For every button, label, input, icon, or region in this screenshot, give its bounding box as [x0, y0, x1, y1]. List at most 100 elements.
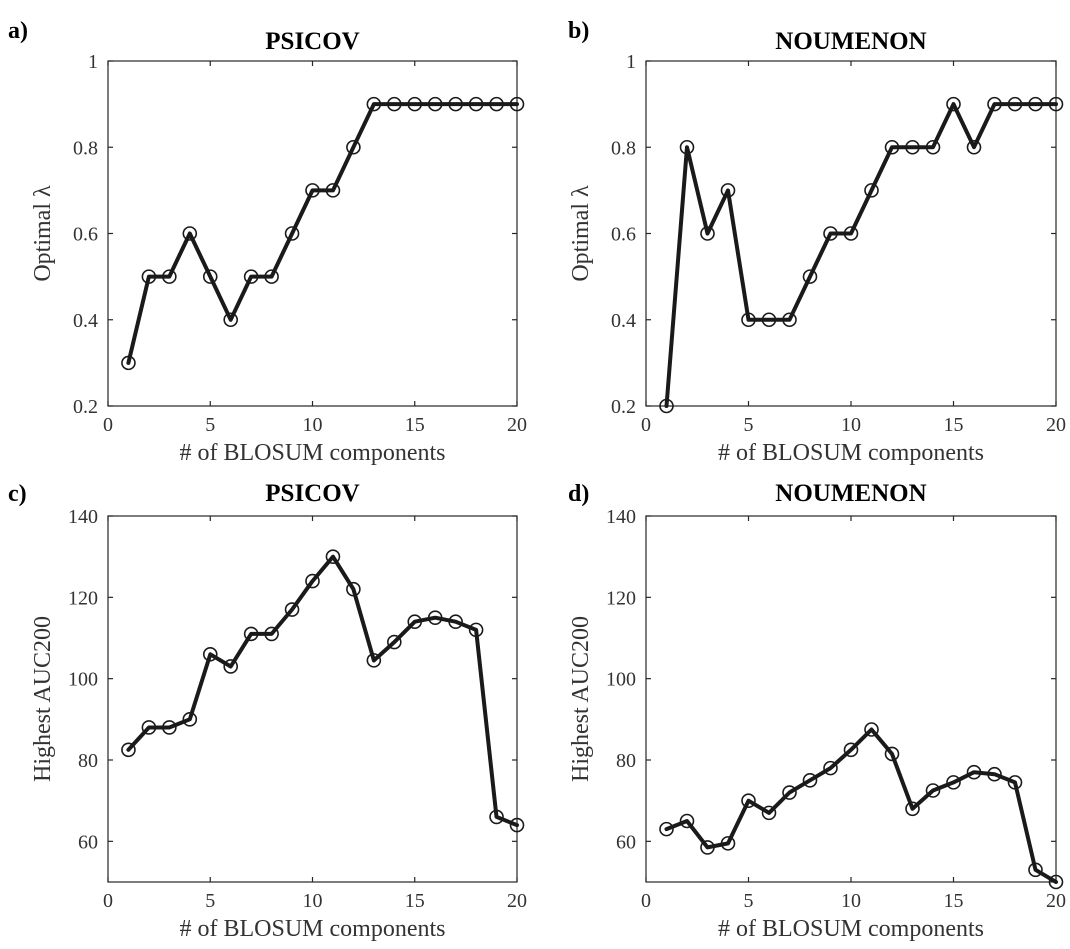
- x-axis-label: # of BLOSUM components: [180, 916, 446, 942]
- data-point: [346, 139, 361, 155]
- data-point: [141, 720, 157, 735]
- y-tick-label: 0.8: [73, 137, 98, 159]
- x-tick-label: 10: [841, 890, 861, 912]
- data-point: [761, 312, 777, 328]
- y-tick-label: 140: [68, 506, 98, 528]
- data-point: [325, 183, 341, 198]
- data-point: [925, 783, 941, 798]
- x-tick-label: 0: [103, 890, 113, 912]
- data-point: [202, 269, 218, 284]
- chart-panel-4: d) NOUMENON 0 5 10 15 20 60 80 100 120 140 # of BLOS…: [568, 480, 1066, 942]
- data-point: [905, 139, 920, 155]
- x-tick-label: 5: [744, 414, 754, 436]
- y-tick-label: 80: [616, 750, 636, 772]
- x-tick-label: 0: [641, 890, 651, 912]
- data-point: [884, 139, 900, 155]
- chart-title: PSICOV: [265, 480, 359, 507]
- data-point: [864, 183, 879, 198]
- data-point: [1048, 874, 1064, 890]
- data-point: [987, 96, 1002, 112]
- data-point: [243, 626, 259, 642]
- data-point: [427, 96, 443, 112]
- y-tick-label: 0.4: [611, 310, 636, 332]
- data-point: [720, 836, 736, 851]
- data-point: [284, 602, 300, 617]
- data-point: [659, 398, 674, 414]
- data-point: [509, 96, 525, 112]
- x-tick-label: 20: [507, 890, 527, 912]
- y-tick-label: 1: [88, 51, 98, 73]
- series-line: [664, 102, 1058, 408]
- y-tick-label: 100: [68, 669, 98, 691]
- x-tick-label: 5: [205, 890, 215, 912]
- data-point: [346, 581, 361, 597]
- y-tick-label: 0.4: [73, 310, 98, 332]
- data-point: [802, 269, 818, 284]
- data-point: [782, 785, 797, 800]
- y-tick-label: 0.2: [73, 396, 98, 418]
- y-axis-label: Highest AUC200: [568, 616, 594, 782]
- data-point: [366, 653, 382, 668]
- data-point: [366, 96, 382, 112]
- data-point: [223, 312, 238, 328]
- data-point: [489, 809, 504, 825]
- y-tick-label: 0.2: [611, 396, 636, 418]
- data-point: [468, 96, 484, 112]
- panel-letter: a): [8, 18, 28, 44]
- y-tick-label: 0.6: [73, 224, 98, 246]
- data-point: [121, 355, 136, 371]
- x-tick-label: 10: [303, 414, 323, 436]
- data-point: [386, 96, 402, 112]
- data-point: [1028, 96, 1043, 112]
- data-point: [966, 139, 982, 155]
- axes-box: [107, 515, 518, 883]
- chart-title: NOUMENON: [775, 28, 926, 55]
- y-tick-label: 140: [606, 506, 636, 528]
- x-tick-label: 15: [405, 414, 425, 436]
- x-axis-label: # of BLOSUM components: [718, 916, 984, 942]
- y-axis-label: Highest AUC200: [30, 616, 56, 782]
- x-axis-label: # of BLOSUM components: [718, 440, 984, 466]
- chart-panel-1: a) PSICOV 0 5 10 15 20 0.2 0.4 0.6 0.8 1 # of BLOSUM…: [8, 18, 527, 466]
- data-point: [243, 269, 259, 284]
- data-point: [925, 139, 941, 155]
- data-point: [741, 312, 756, 328]
- x-tick-label: 15: [405, 890, 425, 912]
- x-tick-label: 15: [944, 414, 964, 436]
- chart-panel-3: c) PSICOV 0 5 10 15 20 60 80 100 120 140 # of BLOSUM…: [8, 480, 527, 942]
- data-point: [802, 773, 818, 788]
- data-point: [884, 746, 900, 762]
- data-point: [946, 775, 961, 790]
- x-tick-label: 5: [744, 890, 754, 912]
- data-point: [284, 226, 300, 241]
- x-tick-label: 20: [507, 414, 527, 436]
- data-point: [679, 139, 695, 155]
- x-axis-label: # of BLOSUM components: [180, 440, 446, 466]
- data-point: [407, 614, 423, 630]
- data-point: [386, 634, 402, 650]
- data-point: [448, 614, 463, 630]
- data-point: [966, 764, 982, 780]
- x-tick-label: 10: [841, 414, 861, 436]
- y-tick-label: 80: [78, 750, 98, 772]
- x-tick-label: 10: [303, 890, 323, 912]
- y-tick-label: 0.8: [611, 137, 636, 159]
- data-point: [407, 96, 423, 112]
- data-point: [509, 817, 525, 833]
- data-point: [864, 722, 879, 737]
- y-tick-label: 60: [616, 831, 636, 853]
- x-tick-label: 20: [1046, 414, 1066, 436]
- series-line: [126, 554, 519, 828]
- x-tick-label: 0: [641, 414, 651, 436]
- data-point: [427, 610, 443, 625]
- data-point: [843, 742, 859, 758]
- data-point: [305, 183, 320, 198]
- axes-box: [107, 60, 518, 407]
- data-point: [1048, 96, 1064, 112]
- panel-letter: c): [8, 481, 27, 507]
- data-point: [162, 269, 177, 284]
- data-point: [720, 183, 736, 198]
- y-tick-label: 1: [626, 51, 636, 73]
- data-point: [679, 813, 695, 829]
